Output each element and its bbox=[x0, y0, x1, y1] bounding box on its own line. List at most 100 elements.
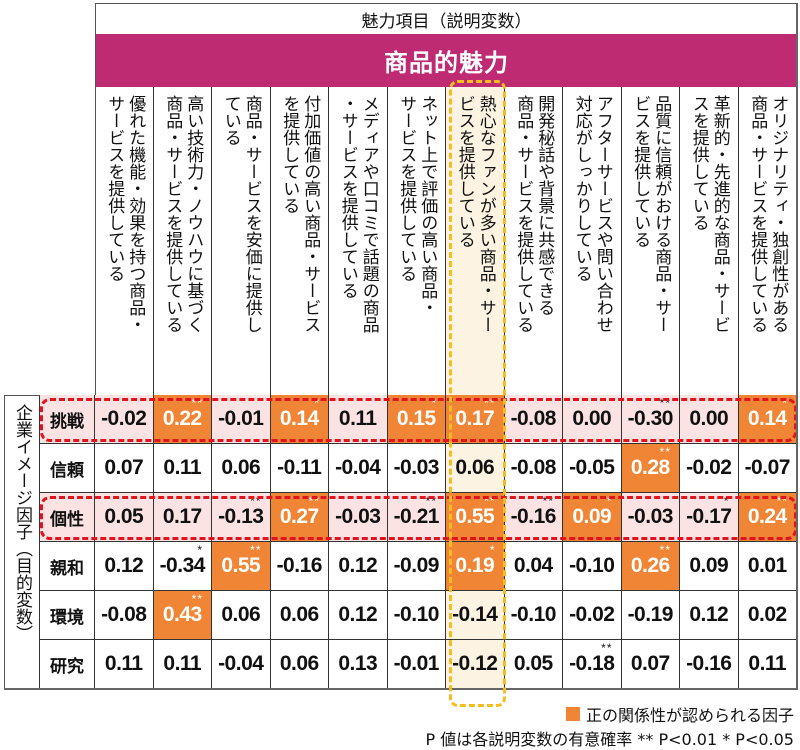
cell-value: 0.05 bbox=[513, 652, 553, 675]
cell-value: 0.11 bbox=[104, 652, 143, 675]
table-cell: -0.01 bbox=[212, 395, 271, 444]
cell-value: 0.12 bbox=[338, 603, 378, 626]
table-cell: 0.26 ** bbox=[621, 542, 680, 591]
cell-value: -0.09 bbox=[393, 554, 440, 577]
cell-value: -0.04 bbox=[335, 456, 381, 479]
significance-marker: * bbox=[723, 494, 730, 508]
table-cell: -0.14 bbox=[446, 591, 505, 640]
significance-marker: ** bbox=[484, 396, 496, 410]
column-header-text: 革新的・先進的な商品・サービ スを提供している bbox=[688, 95, 730, 333]
table-cell: -0.08 bbox=[95, 591, 154, 640]
cell-value: 0.02 bbox=[747, 603, 787, 626]
column-header-text: 高い技術力・ノウハウに基づく 商品・サービスを提供している bbox=[162, 95, 204, 333]
cell-value: -0.12 bbox=[452, 652, 498, 675]
legend-note: P 値は各説明変数の有意確率 ** P<0.01 * P<0.05 bbox=[426, 726, 794, 750]
table-cell: 0.13 bbox=[329, 640, 388, 689]
column-header: 開発秘話や背景に共感できる 商品・サービスを提供している bbox=[504, 87, 563, 395]
significance-marker: ** bbox=[425, 494, 437, 508]
column-header-text: オリジナリティ・独創性がある 商品・サービスを提供している bbox=[747, 95, 789, 333]
cell-value: 0.55 bbox=[455, 505, 495, 528]
cell-value: 0.00 bbox=[572, 407, 612, 430]
cell-value: 0.06 bbox=[221, 603, 261, 626]
cell-value: 0.17 bbox=[455, 407, 495, 430]
significance-marker: * bbox=[606, 494, 613, 508]
column-header-text: 商品・サービスを安価に提供し ている bbox=[220, 95, 262, 333]
table-cell: 0.01 bbox=[738, 542, 797, 591]
cell-value: 0.12 bbox=[338, 554, 378, 577]
cell-value: 0.27 bbox=[279, 505, 319, 528]
table-cell: 0.24 ** bbox=[738, 493, 797, 542]
table-cell: 0.55 ** bbox=[446, 493, 505, 542]
cell-value: 0.11 bbox=[163, 652, 202, 675]
column-header: 高い技術力・ノウハウに基づく 商品・サービスを提供している bbox=[153, 87, 212, 395]
column-header: 品質に信頼がおける商品・サー ビスを提供している bbox=[621, 87, 680, 395]
table-cell: 0.22 ** bbox=[153, 395, 212, 444]
cell-value: 0.15 bbox=[396, 407, 436, 430]
column-header: 付加価値の高い商品・サービス を提供している bbox=[270, 87, 329, 395]
significance-marker: * bbox=[782, 396, 788, 410]
table-cell: 0.43 ** bbox=[153, 591, 212, 640]
table-cell: -0.05 bbox=[563, 444, 622, 493]
table-cell: 0.12 bbox=[95, 542, 154, 591]
table-cell: 0.11 bbox=[153, 444, 212, 493]
row-label: 挑戦 bbox=[40, 395, 95, 444]
cell-value: 0.12 bbox=[689, 603, 729, 626]
row-label: 信頼 bbox=[40, 444, 95, 493]
legend-positive-label: 正の関係性が認められる因子 bbox=[585, 706, 794, 725]
table-cell: -0.17 * bbox=[680, 493, 739, 542]
column-header-text: 品質に信頼がおける商品・サー ビスを提供している bbox=[630, 95, 672, 333]
cell-value: 0.28 bbox=[630, 456, 670, 479]
cell-value: -0.14 bbox=[452, 603, 498, 626]
significance-marker: ** bbox=[191, 592, 203, 606]
cell-value: 0.43 bbox=[162, 603, 202, 626]
cell-value: 0.05 bbox=[104, 505, 144, 528]
cell-value: 0.07 bbox=[630, 652, 670, 675]
table-cell: -0.01 bbox=[387, 640, 446, 689]
table-cell: 0.14 * bbox=[738, 395, 797, 444]
table-cell: 0.07 bbox=[95, 444, 154, 493]
legend-positive: 正の関係性が認められる因子 bbox=[565, 702, 794, 726]
cell-value: 0.22 bbox=[162, 407, 202, 430]
table-cell: 0.12 bbox=[329, 591, 388, 640]
table-cell: -0.30 ** bbox=[621, 395, 680, 444]
column-header: アフターサービスや問い合わせ 対応がしっかりしている bbox=[563, 87, 622, 395]
table-cell: 0.19 * bbox=[446, 542, 505, 591]
table-cell: -0.10 bbox=[504, 591, 563, 640]
cell-value: -0.05 bbox=[569, 456, 615, 479]
table-cell: -0.10 bbox=[387, 591, 446, 640]
cell-value: 0.14 bbox=[279, 407, 319, 430]
cell-value: 0.55 bbox=[221, 554, 261, 577]
cell-value: 0.26 bbox=[630, 554, 670, 577]
table-cell: -0.10 bbox=[563, 542, 622, 591]
column-header-text: 優れた機能・効果を持つ商品・ サービスを提供している bbox=[104, 95, 146, 333]
cell-value: 0.11 bbox=[338, 407, 377, 430]
table-cell: 0.06 bbox=[270, 591, 329, 640]
cell-value: -0.30 bbox=[627, 407, 674, 430]
cell-value: 0.19 bbox=[455, 554, 495, 577]
cell-value: -0.02 bbox=[686, 456, 732, 479]
column-header: 優れた機能・効果を持つ商品・ サービスを提供している bbox=[95, 87, 154, 395]
column-header: オリジナリティ・独創性がある 商品・サービスを提供している bbox=[738, 87, 797, 395]
cell-value: -0.10 bbox=[569, 554, 615, 577]
table-cell: 0.14 * bbox=[270, 395, 329, 444]
significance-marker: ** bbox=[484, 494, 496, 508]
table-cell: 0.09 * bbox=[563, 493, 622, 542]
table-cell: 0.15 * bbox=[387, 395, 446, 444]
significance-marker: ** bbox=[308, 494, 320, 508]
cell-value: -0.01 bbox=[393, 652, 440, 675]
table-cell: -0.09 bbox=[387, 542, 446, 591]
significance-marker: ** bbox=[542, 494, 554, 508]
table-cell: -0.02 bbox=[680, 444, 739, 493]
cell-value: 0.07 bbox=[104, 456, 144, 479]
cell-value: 0.04 bbox=[513, 554, 553, 577]
column-header-text: 開発秘話や背景に共感できる 商品・サービスを提供している bbox=[513, 95, 555, 333]
table-cell: -0.07 bbox=[738, 444, 797, 493]
table-cell: -0.03 bbox=[621, 493, 680, 542]
cell-value: -0.08 bbox=[101, 603, 147, 626]
cell-value: 0.00 bbox=[689, 407, 729, 430]
cell-value: -0.16 bbox=[686, 652, 732, 675]
table-cell: -0.34 * bbox=[153, 542, 212, 591]
table-cell: 0.12 bbox=[329, 542, 388, 591]
cell-value: -0.13 bbox=[218, 505, 264, 528]
table-cell: 0.05 bbox=[504, 640, 563, 689]
